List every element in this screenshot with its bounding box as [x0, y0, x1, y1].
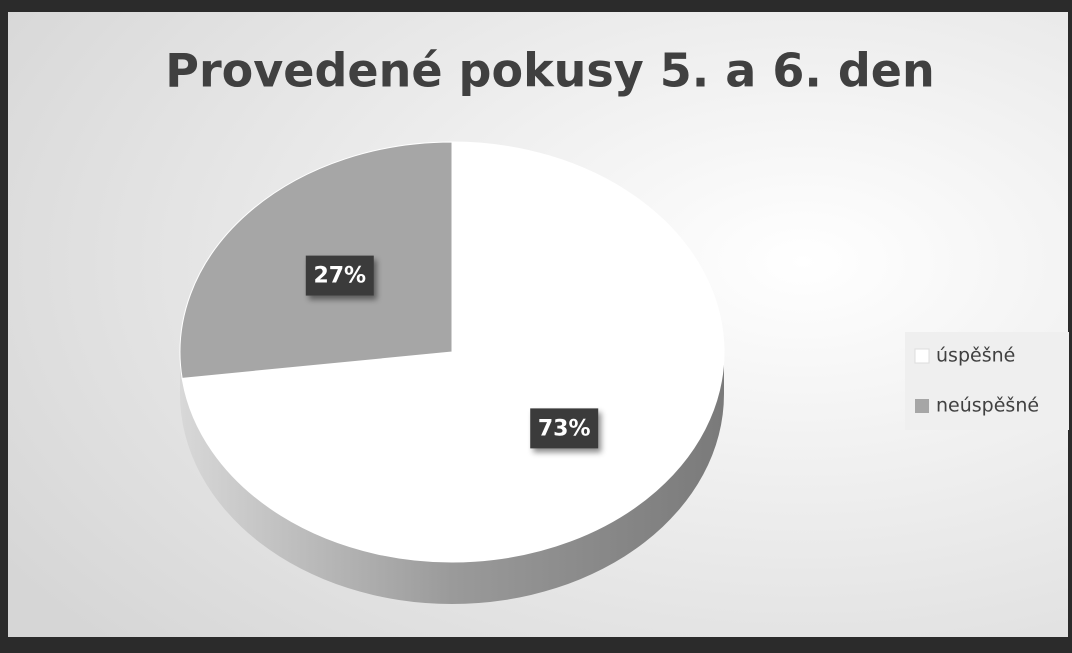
data-label: 27% [313, 264, 366, 289]
legend-label: neúspěšné [936, 395, 1039, 417]
pie-slice [181, 141, 725, 563]
data-label: 73% [538, 416, 591, 441]
chart-title: Provedené pokusy 5. a 6. den [165, 44, 934, 98]
data-label-box [305, 255, 374, 296]
pie-side [180, 352, 724, 604]
legend-swatch [915, 399, 929, 413]
legend-box [905, 332, 1069, 430]
legend-label: úspěšné [936, 345, 1015, 367]
legend-swatch [914, 348, 930, 364]
data-label-box [530, 408, 599, 449]
